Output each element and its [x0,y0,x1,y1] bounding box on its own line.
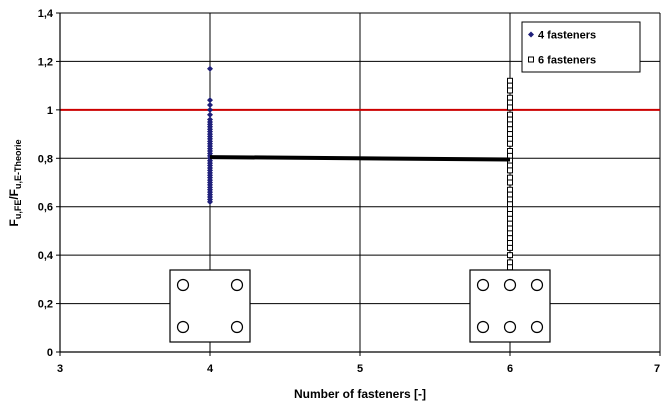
fastener-hole [232,322,243,333]
point-6-fasteners [508,180,513,185]
x-tick-label: 5 [357,363,363,375]
point-6-fasteners [508,231,513,236]
point-6-fasteners [508,95,513,100]
point-6-fasteners [508,187,513,192]
fastener-hole [478,322,489,333]
fastener-hole [178,280,189,291]
legend-label-6-fasteners: 6 fasteners [538,55,596,67]
mean-line-layer [210,157,510,159]
point-6-fasteners [508,202,513,207]
point-6-fasteners [508,192,513,197]
fastener-hole [478,280,489,291]
point-6-fasteners [508,197,513,202]
x-tick-label: 7 [654,363,660,375]
point-6-fasteners [508,245,513,250]
x-tick-label: 4 [207,363,214,375]
4-fastener-layout [170,270,250,342]
6-fastener-layout [470,270,550,342]
fastener-hole [532,280,543,291]
y-axis-title: Fu,FE/Fu,E-Theorie [7,139,23,226]
point-6-fasteners [508,136,513,141]
fastener-hole [232,280,243,291]
legend-label-4-fasteners: 4 fasteners [538,30,596,42]
mean-line [210,157,510,159]
x-axis-title: Number of fasteners [-] [294,387,426,401]
point-6-fasteners [508,141,513,146]
point-6-fasteners [508,127,513,132]
point-6-fasteners [508,236,513,241]
point-6-fasteners [508,265,513,270]
point-6-fasteners [508,216,513,221]
fastener-hole [505,280,516,291]
x-tick-label: 3 [57,363,63,375]
point-6-fasteners [508,226,513,231]
point-6-fasteners [508,260,513,265]
point-6-fasteners [508,117,513,122]
point-6-fasteners [508,253,513,258]
point-6-fasteners [508,163,513,168]
point-6-fasteners [508,207,513,212]
fastener-hole [178,322,189,333]
point-6-fasteners [508,122,513,127]
point-6-fasteners [508,221,513,226]
fastener-hole [505,322,516,333]
y-tick-label: 0,8 [38,153,53,165]
point-6-fasteners [508,88,513,93]
point-6-fasteners [508,132,513,137]
point-6-fasteners [508,175,513,180]
y-tick-label: 0 [47,347,53,359]
y-tick-label: 1,2 [38,56,53,68]
x-tick-label: 6 [507,363,513,375]
point-6-fasteners [508,105,513,110]
point-6-fasteners [508,241,513,246]
y-tick-label: 0,2 [38,299,53,311]
y-tick-label: 0,6 [38,202,53,214]
point-6-fasteners [508,112,513,117]
y-tick-label: 0,4 [38,250,54,262]
point-6-fasteners [508,83,513,88]
fastener-hole [532,322,543,333]
point-6-fasteners [508,78,513,83]
legend: 4 fasteners 6 fasteners [522,22,640,72]
point-6-fasteners [508,100,513,105]
point-6-fasteners [508,211,513,216]
point-4-fasteners [207,66,213,72]
y-tick-label: 1 [47,105,53,117]
legend-marker-6-fasteners [529,57,534,62]
point-6-fasteners [508,149,513,154]
point-6-fasteners [508,168,513,173]
y-tick-label: 1,4 [38,8,54,20]
